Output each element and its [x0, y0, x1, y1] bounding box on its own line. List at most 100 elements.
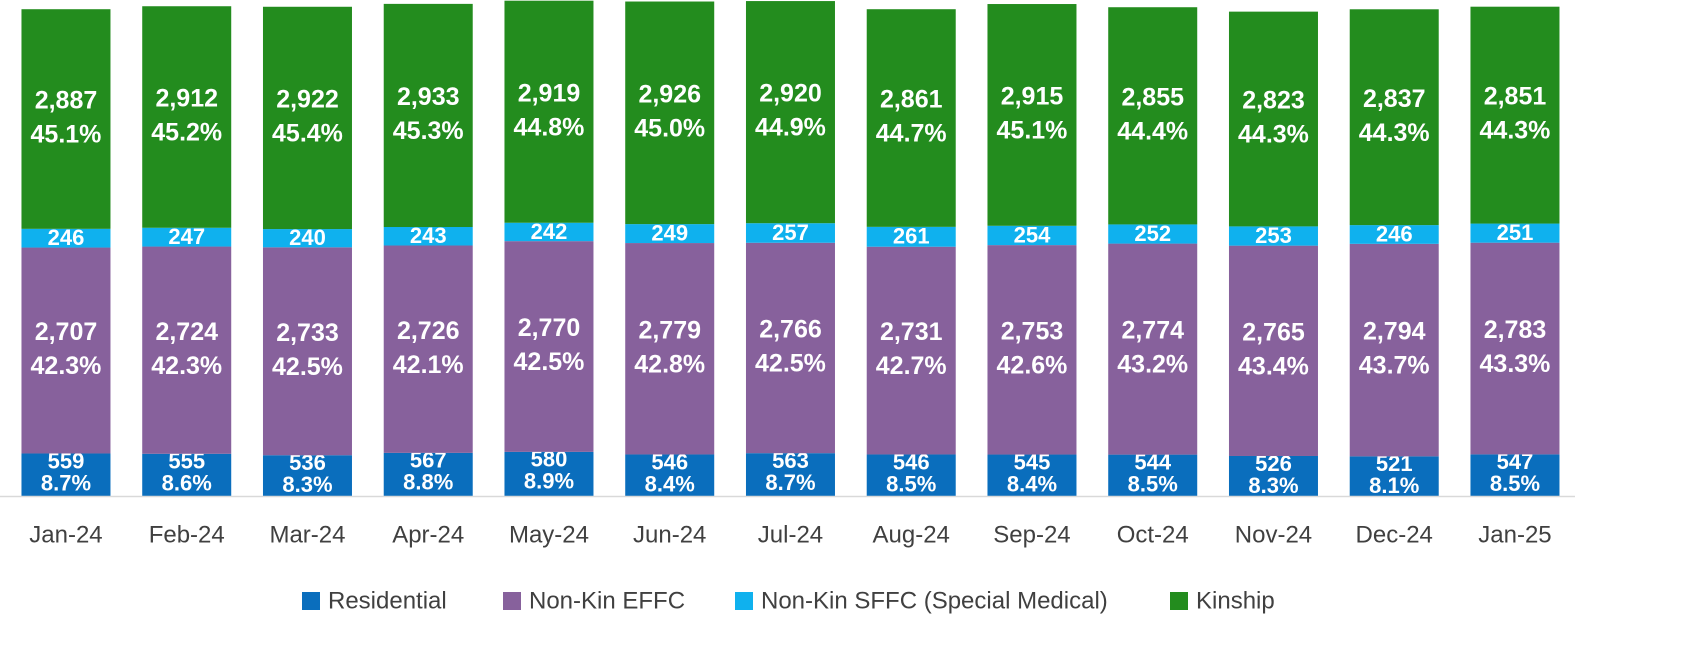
value-label: 2,731: [880, 318, 943, 346]
share-label: 42.8%: [634, 350, 705, 378]
value-label: 2,774: [1121, 317, 1184, 345]
bar-segment: [745, 453, 835, 496]
share-label: 44.8%: [514, 113, 585, 141]
value-label: 242: [531, 219, 568, 244]
value-label: 2,724: [155, 318, 218, 346]
value-label: 257: [772, 220, 809, 245]
share-label: 44.4%: [1117, 117, 1188, 145]
bar-segment: [142, 6, 232, 228]
share-label: 45.1%: [31, 121, 102, 149]
bar-segment: [21, 9, 111, 229]
bar-segment: [866, 9, 956, 227]
value-label: 2,783: [1484, 316, 1547, 344]
x-tick-label: Sep-24: [993, 521, 1070, 548]
bar-segment: [383, 3, 473, 228]
x-tick-label: Mar-24: [269, 521, 345, 548]
x-tick-label: Apr-24: [392, 521, 464, 548]
bar-segment: [1470, 242, 1560, 455]
value-label: 2,733: [276, 319, 339, 347]
bar-segment: [866, 226, 956, 247]
share-label: 45.3%: [393, 117, 464, 145]
bar-segment: [21, 247, 111, 454]
value-label: 2,766: [759, 316, 822, 344]
x-tick-label: Nov-24: [1235, 521, 1312, 548]
bar-segment: [1349, 225, 1439, 244]
share-label: 8.4%: [1007, 471, 1057, 496]
value-label: 2,851: [1484, 83, 1547, 111]
bar-segment: [142, 246, 232, 454]
value-label: 261: [893, 224, 930, 249]
bar-segment: [1470, 454, 1560, 496]
x-tick-label: Feb-24: [149, 521, 225, 548]
value-label: 246: [1376, 221, 1413, 246]
bar-segment: [1108, 243, 1198, 455]
share-label: 44.3%: [1359, 119, 1430, 147]
value-label: 2,887: [35, 87, 98, 115]
bar-segment: [504, 0, 594, 223]
share-label: 8.4%: [645, 471, 695, 496]
share-label: 45.1%: [997, 117, 1068, 145]
bar-segment: [383, 452, 473, 496]
bar-segment: [1108, 224, 1198, 244]
value-label: 254: [1014, 222, 1051, 247]
value-label: 246: [48, 225, 85, 250]
share-label: 8.8%: [403, 470, 453, 495]
value-label: 2,920: [759, 80, 822, 108]
legend-label: Non-Kin EFFC: [529, 587, 685, 614]
bar-segment: [1108, 454, 1198, 496]
share-label: 42.5%: [755, 350, 826, 378]
share-label: 42.7%: [876, 352, 947, 380]
share-label: 43.3%: [1480, 350, 1551, 378]
bar-segment: [625, 243, 715, 455]
share-label: 45.4%: [272, 120, 343, 148]
bar-segment: [383, 227, 473, 246]
bar-segment: [504, 222, 594, 242]
x-tick-label: Jun-24: [633, 521, 706, 548]
legend-label: Kinship: [1196, 587, 1275, 614]
bar-segment: [21, 453, 111, 496]
value-label: 2,753: [1001, 317, 1064, 345]
share-label: 42.3%: [31, 352, 102, 380]
bar-segment: [142, 453, 232, 496]
legend-label: Residential: [328, 587, 447, 614]
value-label: 247: [168, 224, 205, 249]
bar-segment: [866, 454, 956, 496]
bar-segment: [987, 245, 1077, 455]
legend-swatch: [1170, 592, 1188, 610]
value-label: 2,861: [880, 86, 943, 114]
bar-segment: [1228, 226, 1318, 246]
bar-segment: [987, 454, 1077, 496]
x-tick-label: May-24: [509, 521, 589, 548]
bar-segment: [1228, 245, 1318, 456]
bar-segment: [1349, 243, 1439, 457]
bar-segment: [745, 223, 835, 243]
bar-segment: [1228, 11, 1318, 227]
x-tick-label: Jan-24: [29, 521, 102, 548]
share-label: 44.3%: [1480, 117, 1551, 145]
value-label: 2,926: [638, 80, 701, 108]
share-label: 8.6%: [162, 471, 212, 496]
value-label: 240: [289, 225, 326, 250]
share-label: 44.9%: [755, 114, 826, 142]
bar-segment: [1349, 456, 1439, 496]
share-label: 43.4%: [1238, 352, 1309, 380]
bar-segment: [504, 241, 594, 452]
value-label: 2,779: [638, 316, 701, 344]
share-label: 43.7%: [1359, 352, 1430, 380]
value-label: 2,726: [397, 317, 460, 345]
value-label: 2,823: [1242, 87, 1305, 115]
share-label: 42.5%: [272, 353, 343, 381]
share-label: 44.7%: [876, 120, 947, 148]
bar-segment: [1108, 7, 1198, 225]
bar-segment: [625, 454, 715, 496]
value-label: 252: [1134, 221, 1171, 246]
value-label: 251: [1497, 220, 1534, 245]
bar-segment: [1470, 223, 1560, 243]
legend-swatch: [735, 592, 753, 610]
share-label: 8.9%: [524, 469, 574, 494]
value-label: 2,915: [1001, 83, 1064, 111]
share-label: 8.3%: [282, 472, 332, 497]
bar-segment: [866, 246, 956, 455]
bar-segment: [21, 228, 111, 248]
